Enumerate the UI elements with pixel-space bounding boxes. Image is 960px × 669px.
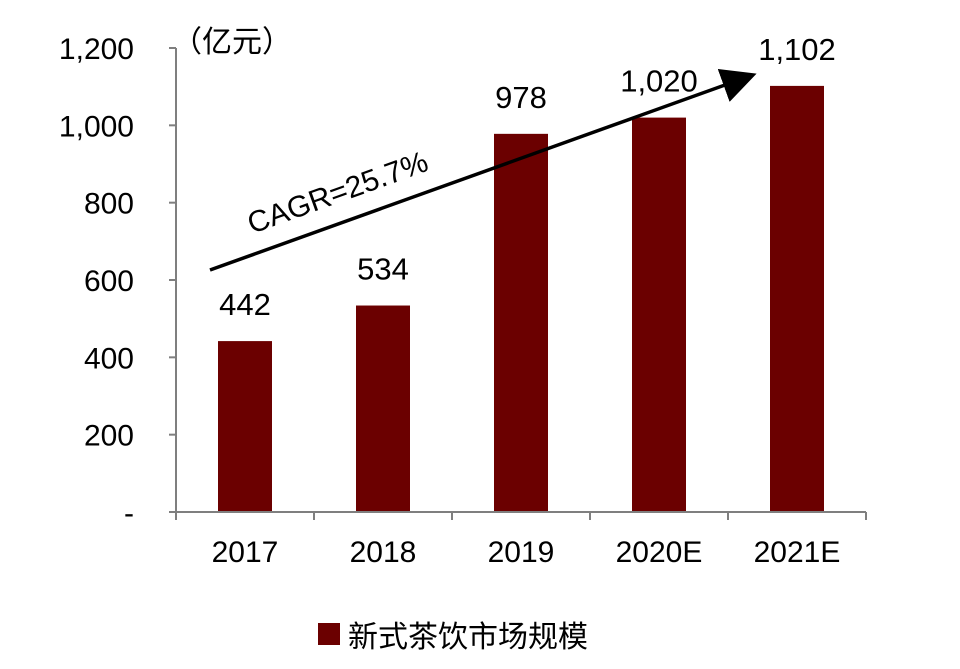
x-tick-label: 2017 [212, 536, 279, 569]
x-tick-label: 2018 [350, 536, 417, 569]
legend: 新式茶饮市场规模 [318, 612, 588, 656]
legend-swatch [318, 623, 340, 645]
bar [494, 133, 548, 512]
unit-label: （亿元） [172, 25, 292, 60]
cagr-label: CAGR=25.7% [243, 145, 432, 240]
y-tick-label: 400 [84, 342, 134, 375]
data-label: 442 [219, 287, 271, 322]
cagr-arrow [209, 68, 757, 272]
data-label: 1,102 [758, 32, 836, 67]
y-tick-label: 800 [84, 188, 134, 221]
y-tick-label: - [124, 497, 134, 530]
data-label: 534 [357, 252, 409, 287]
bar [218, 341, 272, 512]
legend-label: 新式茶饮市场规模 [348, 620, 588, 655]
y-tick-label: 1,000 [59, 110, 134, 143]
bar [632, 117, 686, 512]
axes [175, 48, 866, 513]
bars: 442 534 978 1,020 1,102 [218, 32, 836, 512]
bar [770, 85, 824, 512]
x-tick-label: 2021E [754, 536, 841, 569]
y-tick-label: 600 [84, 265, 134, 298]
bar [356, 305, 410, 512]
y-tick-label: 1,200 [59, 33, 134, 66]
x-tick-label: 2019 [488, 536, 555, 569]
y-axis-ticks: - 200 400 600 800 1,000 1,200 [59, 33, 176, 530]
data-label: 978 [495, 80, 547, 115]
y-tick-label: 200 [84, 420, 134, 453]
x-tick-label: 2020E [616, 536, 703, 569]
data-label: 1,020 [620, 64, 698, 99]
x-axis-ticks: 2017 2018 2019 2020E 2021E [175, 512, 867, 569]
